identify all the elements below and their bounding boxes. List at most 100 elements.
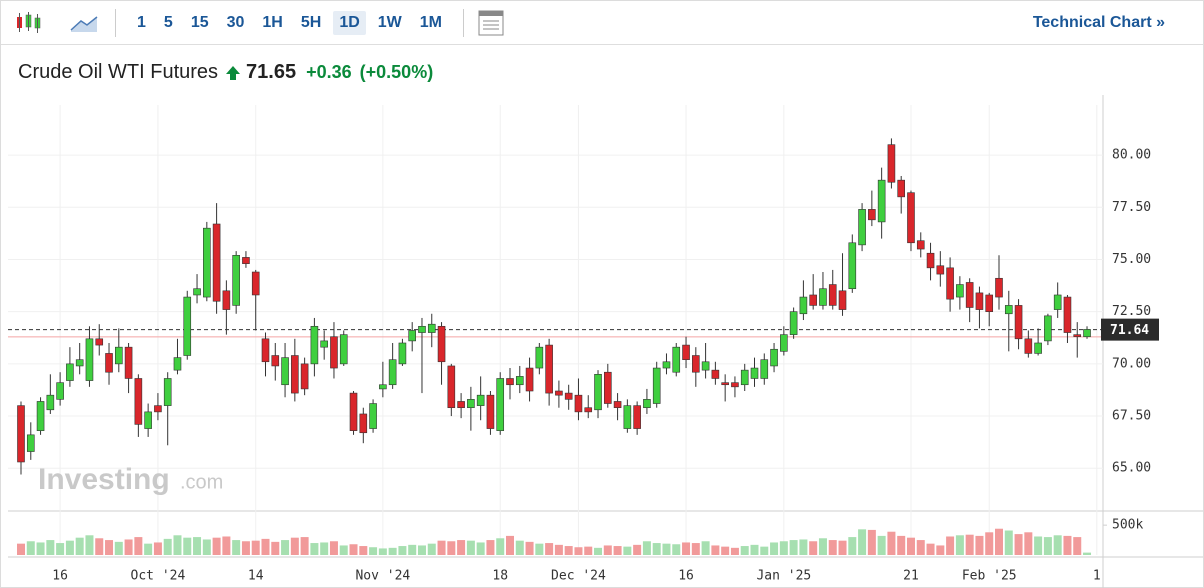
candle-body (388, 359, 397, 386)
y-tick-label: 70.00 (1112, 356, 1151, 371)
volume-bar (838, 540, 847, 555)
volume-bar (916, 540, 925, 555)
volume-bar (437, 540, 446, 555)
candle-body (1083, 329, 1091, 338)
volume-bar (486, 540, 495, 555)
candle-body (232, 255, 240, 306)
volume-bar (457, 540, 466, 555)
price-change: +0.36 (306, 62, 352, 82)
interval-button[interactable]: 1D (333, 10, 366, 35)
candle-body (780, 334, 788, 352)
candle-body (1004, 305, 1013, 315)
candle-body (525, 367, 534, 392)
candle-body (46, 394, 55, 411)
volume-bar (212, 537, 221, 555)
candle-body (623, 405, 632, 429)
y-tick-label: 77.50 (1112, 200, 1151, 215)
volume-bar (26, 541, 35, 555)
last-price-label: 71.64 (1110, 323, 1149, 338)
interval-button[interactable]: 5H (300, 13, 322, 31)
candle-icon[interactable] (13, 8, 53, 38)
candle-body (916, 240, 925, 250)
candle-body (613, 401, 622, 409)
volume-bar (1043, 537, 1052, 555)
candle-body (995, 277, 1003, 298)
volume-bar (46, 540, 55, 555)
volume-bar (388, 547, 397, 555)
candle-body (1034, 342, 1042, 354)
volume-bar (682, 542, 691, 555)
technical-chart-link[interactable]: Technical Chart » (1032, 14, 1165, 31)
candle-body (349, 392, 358, 431)
last-price: 71.65 (246, 61, 297, 83)
header: Crude Oil WTI Futures 71.65 +0.36 (+0.50… (18, 61, 433, 84)
candle-body (584, 407, 593, 413)
candle-body (515, 376, 524, 386)
indicator-icon[interactable] (476, 8, 506, 38)
volume-bar (369, 547, 378, 555)
y-tick-label: 65.00 (1112, 461, 1151, 476)
volume-bar (329, 541, 338, 555)
candle-body (858, 209, 866, 246)
line-icon[interactable] (67, 8, 103, 38)
candle-body (183, 296, 192, 356)
volume-bar (339, 545, 348, 555)
volume-bar (173, 535, 182, 555)
volume-bar (946, 536, 955, 555)
candle-body (203, 227, 211, 298)
candle-body (144, 411, 152, 429)
x-tick-label: Nov '24 (355, 569, 410, 584)
candle-body (330, 336, 338, 369)
volume-bar (877, 535, 886, 555)
candle-body (427, 323, 436, 333)
candle-body (907, 192, 915, 244)
candle-body (946, 267, 954, 300)
y-tick-label: 75.00 (1112, 252, 1151, 267)
interval-button[interactable]: 5 (163, 13, 173, 31)
candle-body (975, 292, 984, 310)
volume-bar (36, 542, 45, 555)
volume-bar (603, 545, 612, 555)
x-tick-label: Jan '25 (756, 569, 811, 584)
volume-bar (642, 541, 651, 555)
candle-body (310, 325, 319, 365)
x-tick-label: Dec '24 (551, 569, 606, 584)
volume-bar (750, 544, 759, 555)
candle-body (105, 353, 113, 373)
candle-body (447, 365, 456, 409)
candle-body (506, 378, 514, 386)
candle-body (633, 405, 641, 429)
volume-bar (789, 540, 798, 555)
volume-bar (320, 542, 329, 555)
volume-bar (193, 537, 202, 555)
volume-bar (427, 543, 436, 555)
candle-body (134, 378, 143, 425)
volume-bar (995, 528, 1003, 555)
volume-bar (1004, 530, 1013, 555)
interval-button[interactable]: 1W (377, 13, 402, 31)
candle-body (956, 284, 964, 298)
volume-bar (114, 541, 123, 555)
volume-bar (564, 546, 573, 555)
candle-body (877, 179, 886, 223)
volume-bar (144, 543, 153, 555)
interval-button[interactable]: 30 (226, 13, 245, 31)
interval-button[interactable]: 1M (419, 13, 442, 31)
interval-button[interactable]: 15 (190, 13, 209, 31)
candle-body (555, 390, 563, 396)
interval-button[interactable]: 1 (137, 13, 146, 31)
candle-body (897, 179, 906, 198)
candle-body (692, 355, 700, 373)
toolbar: 1 5 15 30 1H 5H 1D 1W 1M Technical Chart » (1, 1, 1203, 45)
candle-body (760, 359, 769, 379)
candle-body (75, 359, 84, 367)
volume-bar (398, 546, 407, 555)
volume-bar (906, 537, 915, 555)
interval-button[interactable]: 1H (262, 13, 283, 31)
volume-bar (545, 543, 554, 555)
candle-body (1073, 334, 1082, 338)
volume-tick-label: 500k (1112, 518, 1143, 533)
volume-bar (740, 546, 749, 555)
candle-body (1053, 294, 1062, 310)
volume-bar (300, 537, 309, 555)
